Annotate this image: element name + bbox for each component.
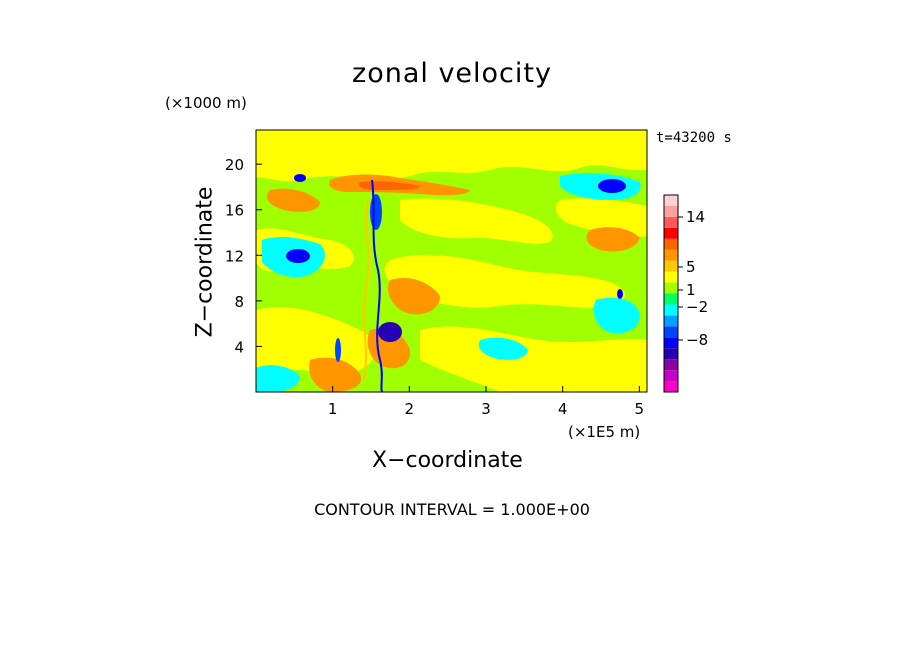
x-tick-label: 2 xyxy=(405,400,415,418)
y-tick-label: 16 xyxy=(225,202,244,220)
colorbar-swatch xyxy=(664,304,678,316)
x-tick-label: 5 xyxy=(635,400,645,418)
y-tick-label: 4 xyxy=(234,338,244,356)
colorbar: 14 5 1−2 −8 xyxy=(663,194,708,393)
vortex-blue-7 xyxy=(335,338,341,362)
region-yellow-mid-3 xyxy=(384,254,625,308)
region-orange-bottom xyxy=(309,357,362,392)
region-orange-bottom-2 xyxy=(367,328,411,369)
colorbar-swatch xyxy=(664,238,678,250)
y-tick-label: 12 xyxy=(225,247,244,265)
x-axis-unit: (×1E5 m) xyxy=(568,423,641,441)
region-orange-center xyxy=(387,277,440,315)
x-tick-label: 3 xyxy=(481,400,491,418)
region-yellow-top xyxy=(256,130,647,182)
y-tick-label: 8 xyxy=(234,293,244,311)
vortex-blue-5 xyxy=(617,289,623,299)
colorbar-swatch xyxy=(664,227,678,239)
central-filament xyxy=(371,179,383,392)
colorbar-swatch xyxy=(664,282,678,294)
x-tick-group: 1 2 3 4 5 xyxy=(328,386,644,418)
plot-frame xyxy=(255,129,648,393)
region-cyan-right-mid xyxy=(593,297,640,334)
colorbar-swatch xyxy=(664,293,678,305)
region-orange-left xyxy=(266,188,320,212)
colorbar-label: −8 xyxy=(686,331,708,349)
colorbar-label: 1 xyxy=(686,281,696,299)
colorbar-swatch xyxy=(664,315,678,327)
colorbar-swatch xyxy=(664,216,678,228)
vortex-blue-2 xyxy=(598,179,626,193)
colorbar-swatch xyxy=(664,326,678,338)
vortex-blue-4 xyxy=(370,194,382,230)
central-filament-2 xyxy=(363,199,370,381)
colorbar-swatch xyxy=(664,348,678,360)
y-axis-unit: (×1000 m) xyxy=(165,94,247,112)
region-yellow-mid-1 xyxy=(400,198,553,244)
contour-field xyxy=(256,130,647,392)
vortex-blue-1 xyxy=(286,249,310,263)
region-yellow-low xyxy=(256,306,375,374)
region-orange-right xyxy=(586,227,640,252)
colorbar-swatch xyxy=(664,195,678,206)
region-yellow-right xyxy=(555,198,647,237)
region-yellow-lowright xyxy=(420,326,647,392)
chart-title: zonal velocity xyxy=(352,58,552,89)
x-tick-label: 1 xyxy=(328,400,338,418)
colorbar-label: 5 xyxy=(686,258,696,276)
colorbar-label: −2 xyxy=(686,298,708,316)
y-tick-label: 20 xyxy=(225,156,244,174)
region-red-top xyxy=(359,181,420,190)
y-tick-group: 4 8 12 16 20 xyxy=(225,156,262,356)
colorbar-swatch xyxy=(664,337,678,349)
colorbar-swatch xyxy=(664,271,678,283)
vortex-blue-3 xyxy=(378,322,402,342)
colorbar-swatch xyxy=(664,260,678,272)
contour-interval-note: CONTOUR INTERVAL = 1.000E+00 xyxy=(314,500,590,519)
x-axis-label: X−coordinate xyxy=(372,448,523,473)
x-tick-label: 4 xyxy=(558,400,568,418)
colorbar-swatch xyxy=(664,370,678,382)
colorbar-frame xyxy=(663,194,679,393)
region-cyan-bottom-left xyxy=(256,365,300,392)
colorbar-label: 14 xyxy=(686,208,705,226)
colorbar-swatch xyxy=(664,249,678,261)
colorbar-swatch xyxy=(664,381,678,392)
time-label: t=43200 s xyxy=(656,130,732,146)
colorbar-swatch xyxy=(664,359,678,371)
colorbar-swatch xyxy=(664,205,678,217)
region-cyan-bottom-mid xyxy=(478,337,528,360)
vortex-blue-6 xyxy=(294,174,306,182)
